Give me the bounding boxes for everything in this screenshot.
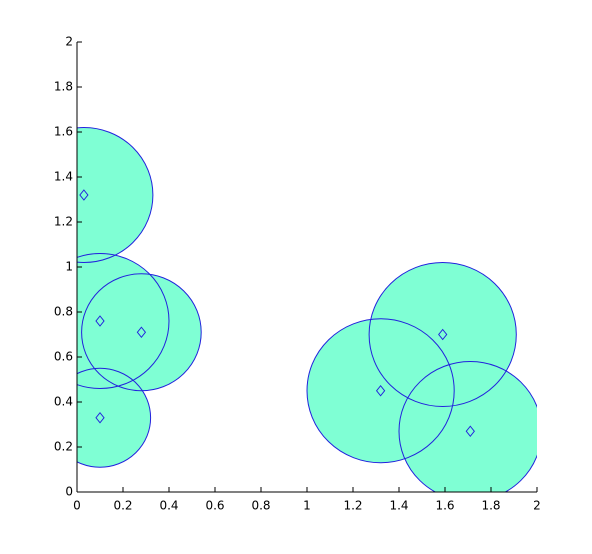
point: [465, 425, 475, 438]
circle: [81, 273, 202, 391]
circle-outline: [398, 361, 537, 492]
x-tick-label: 2: [533, 499, 541, 513]
point: [375, 384, 386, 397]
circle: [399, 361, 537, 492]
circle-outline: [306, 318, 455, 464]
x-tick-label: 1.6: [435, 499, 454, 513]
point: [95, 411, 105, 424]
y-tick-label: 0.8: [54, 305, 73, 319]
y-tick-label: 0: [65, 485, 73, 499]
circle-outline: [77, 253, 170, 389]
y-tick-label: 1.4: [54, 170, 73, 184]
x-tick-label: 0.6: [205, 499, 224, 513]
point: [95, 315, 105, 327]
y-tick-label: 0.2: [54, 440, 73, 454]
x-tick-label: 1.2: [343, 499, 362, 513]
y-tick-label: 2: [65, 35, 73, 49]
circle-outline: [77, 367, 152, 468]
circle-outline: [77, 127, 154, 263]
y-tick-label: 0.6: [54, 350, 73, 364]
point: [136, 326, 147, 339]
x-tick-label: 0.2: [113, 499, 132, 513]
x-tick-label: 1.4: [389, 499, 408, 513]
point: [438, 328, 448, 341]
x-tick-label: 1: [303, 499, 311, 513]
plot-area: [77, 127, 537, 492]
y-tick-label: 1.2: [54, 215, 73, 229]
y-tick-label: 1: [65, 260, 73, 274]
circle-outline: [81, 273, 202, 392]
y-tick-label: 1.8: [54, 80, 73, 94]
y-tick-label: 1.6: [54, 125, 73, 139]
circle: [77, 368, 151, 468]
x-tick-label: 0: [73, 499, 81, 513]
y-tick-label: 0.4: [54, 395, 73, 409]
circle-outline: [368, 262, 517, 407]
circle: [77, 127, 153, 263]
x-tick-label: 0.4: [159, 499, 178, 513]
x-tick-label: 1.8: [481, 499, 500, 513]
x-tick-label: 0.8: [251, 499, 270, 513]
point: [79, 189, 89, 201]
